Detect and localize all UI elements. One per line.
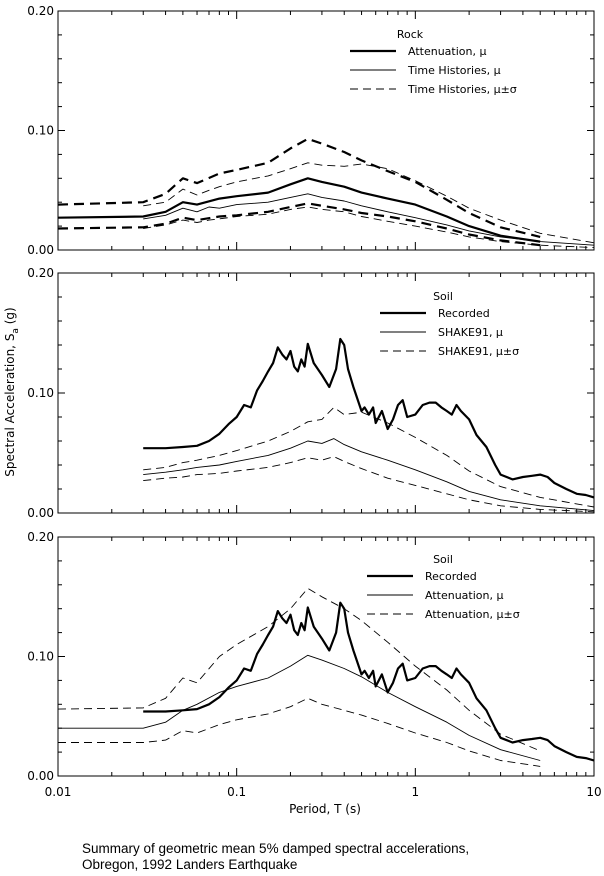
series-line-3-3: [57, 587, 541, 752]
chart-panel-2: 0.00 0.10 0.20 Soil Recorded SHAKE91, μ SHAKE9…: [27, 266, 595, 520]
series-line-3-4: [58, 697, 541, 767]
chart-panel-3: 0.00 0.10 0.20 Soil Recorded Attenuation, μ At…: [27, 530, 595, 783]
y-tick-label: 0.10: [27, 650, 54, 664]
x-tick-label: 0.01: [45, 785, 72, 799]
legend-entry: Recorded: [425, 570, 477, 583]
y-tick-label: 0.10: [27, 124, 54, 138]
y-axis-title-unit: (g): [3, 307, 17, 328]
caption-line-1: Summary of geometric mean 5% damped spec…: [82, 841, 470, 856]
legend-entry: Attenuation, μ: [425, 589, 503, 602]
legend-entry: Time Histories, μ±σ: [407, 83, 517, 96]
series-line-3-1: [143, 601, 595, 762]
legend-title: Rock: [397, 28, 424, 41]
series-line-2-1: [143, 337, 595, 499]
y-axis-title-main: Spectral Acceleration, S: [3, 334, 17, 477]
y-axis-title-subscript: a: [11, 328, 21, 334]
legend: Soil Recorded Attenuation, μ Attenuation, μ…: [367, 553, 520, 621]
plot-frame: [57, 536, 595, 777]
legend-entry: Attenuation, μ±σ: [425, 608, 520, 621]
x-axis-title: Period, T (s): [289, 802, 361, 816]
legend-entry: Time Histories, μ: [407, 64, 501, 77]
y-tick-label: 0.20: [27, 530, 54, 544]
legend-entry: Recorded: [438, 307, 490, 320]
x-tick-label: 10: [586, 785, 601, 799]
series-line-1-4: [143, 206, 595, 249]
chart-panel-1: 0.00 0.10 0.20 Rock Attenuation, μ Time Histo…: [27, 4, 595, 257]
series-line-1-5: [57, 137, 541, 238]
series-line-1-1: [57, 177, 541, 243]
figure-caption: Summary of geometric mean 5% damped spec…: [82, 841, 582, 873]
legend: Soil Recorded SHAKE91, μ SHAKE91, μ±σ: [380, 290, 519, 358]
legend: Rock Attenuation, μ Time Histories, μ Time …: [350, 28, 517, 96]
series-line-2-2: [143, 438, 595, 512]
plot-frame: [57, 272, 595, 514]
x-tick-label: 0.1: [227, 785, 246, 799]
legend-entry: SHAKE91, μ: [438, 326, 503, 339]
caption-line-2: Obregon, 1992 Landers Earthquake: [82, 857, 298, 872]
y-tick-label: 0.00: [27, 243, 54, 257]
series-line-1-2: [143, 193, 595, 246]
legend-title: Soil: [433, 290, 453, 303]
series-line-3-2: [58, 654, 541, 761]
y-axis-title: Spectral Acceleration, Sa (g): [3, 307, 21, 476]
y-tick-label: 0.00: [27, 769, 54, 783]
x-tick-label: 1: [412, 785, 420, 799]
y-tick-label: 0.10: [27, 386, 54, 400]
y-tick-label: 0.20: [27, 266, 54, 280]
y-tick-label: 0.20: [27, 4, 54, 18]
series-line-1-3: [143, 162, 595, 244]
series-line-1-6: [57, 202, 541, 247]
legend-entry: Attenuation, μ: [408, 45, 486, 58]
series-line-2-3: [143, 406, 595, 508]
plot-frame: [57, 10, 595, 251]
legend-title: Soil: [433, 553, 453, 566]
series-line-2-4: [143, 456, 595, 513]
legend-entry: SHAKE91, μ±σ: [438, 345, 519, 358]
y-tick-label: 0.00: [27, 506, 54, 520]
